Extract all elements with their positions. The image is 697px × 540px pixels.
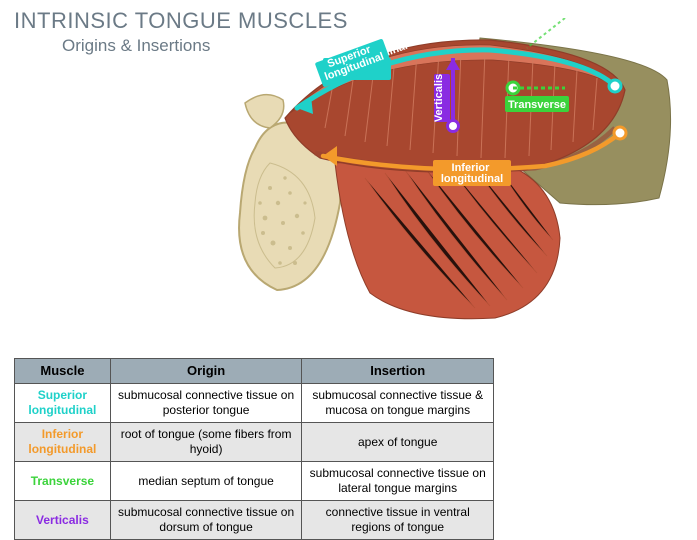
- table-row: Verticalis submucosal connective tissue …: [15, 501, 494, 540]
- table-row: Superior longitudinal submucosal connect…: [15, 384, 494, 423]
- muscle-table-container: Muscle Origin Insertion Superior longitu…: [14, 358, 494, 540]
- table-row: Transverse median septum of tongue submu…: [15, 462, 494, 501]
- col-muscle: Muscle: [15, 359, 111, 384]
- col-insertion: Insertion: [302, 359, 494, 384]
- anatomy-diagram: Superior longitudinal Superior longitudi…: [215, 18, 685, 338]
- table-row: Inferior longitudinal root of tongue (so…: [15, 423, 494, 462]
- svg-text:Verticalis: Verticalis: [433, 74, 445, 122]
- muscle-table: Muscle Origin Insertion Superior longitu…: [14, 358, 494, 540]
- label-transverse: Transverse: [508, 99, 566, 111]
- col-origin: Origin: [110, 359, 302, 384]
